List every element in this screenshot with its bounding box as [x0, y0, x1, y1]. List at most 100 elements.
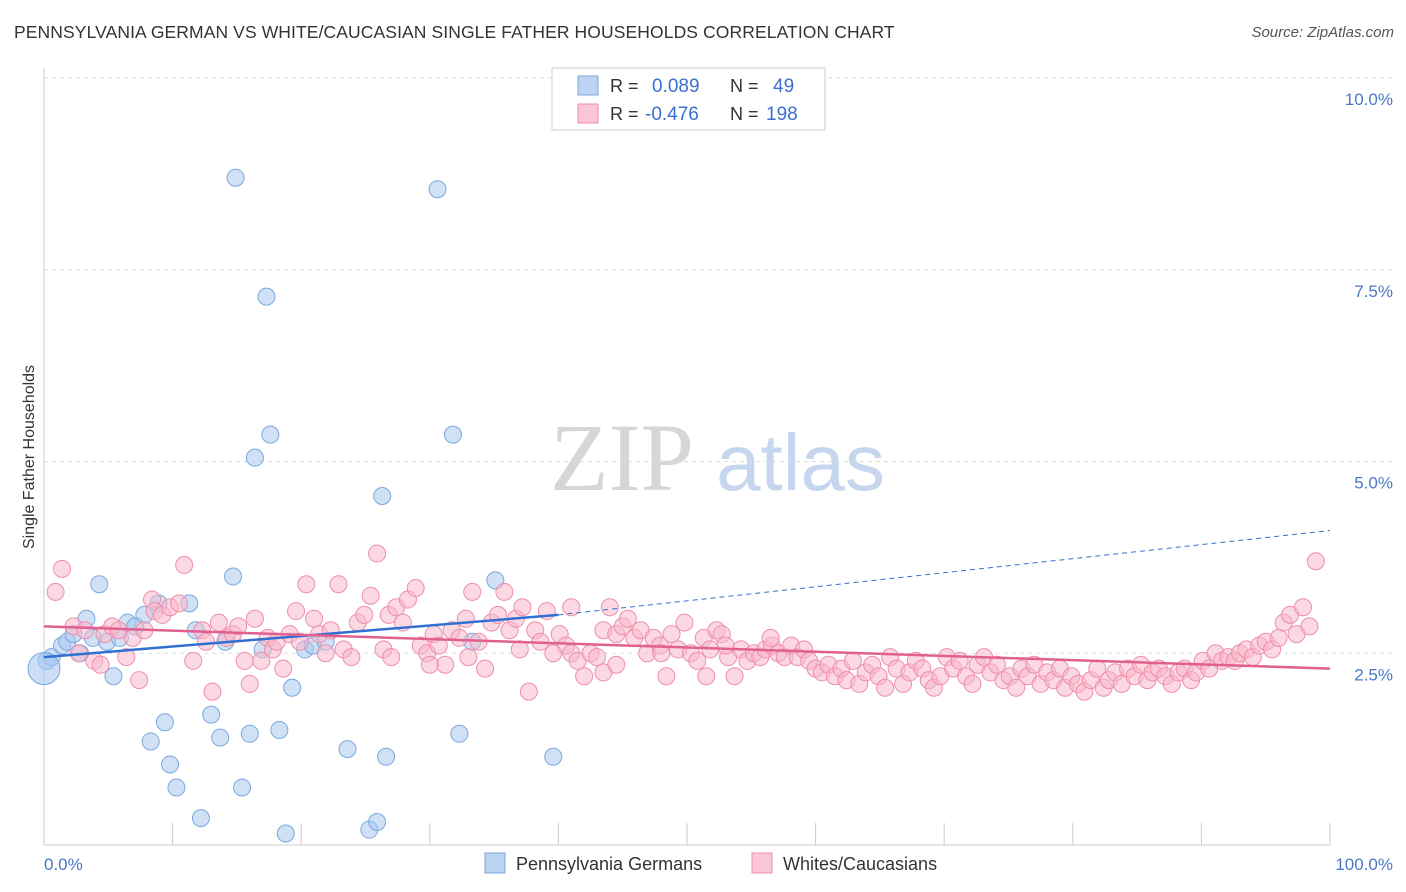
- pennsylvania-germans-point-8: [90, 575, 109, 594]
- whites-caucasians-point-56: [406, 579, 425, 598]
- whites-caucasians-point-18: [170, 594, 189, 613]
- pennsylvania-germans-point-47: [450, 724, 469, 743]
- stats-n-value-blue: 49: [773, 76, 794, 97]
- whites-caucasians-point-149: [987, 655, 1006, 674]
- whites-caucasians-point-46: [342, 648, 361, 667]
- watermark-zip: ZIP: [550, 404, 694, 511]
- whites-caucasians-point-97: [662, 625, 681, 644]
- whites-caucasians-point-31: [252, 651, 271, 670]
- whites-caucasians-point-44: [329, 575, 348, 594]
- stats-r-value-pink: -0.476: [645, 104, 699, 125]
- pennsylvania-germans-point-35: [276, 824, 295, 843]
- whites-caucasians-point-131: [876, 678, 895, 697]
- pennsylvania-germans-point-27: [233, 778, 252, 797]
- whites-caucasians-point-101: [688, 651, 707, 670]
- whites-caucasians-point-209: [697, 667, 716, 686]
- chart-title: PENNSYLVANIA GERMAN VS WHITE/CAUCASIAN S…: [14, 22, 895, 42]
- pennsylvania-germans-point-17: [155, 713, 174, 732]
- whites-caucasians-point-73: [513, 598, 532, 617]
- legend-swatch-pennsylvania-germans: [484, 852, 506, 874]
- stats-r-label-pink: R =: [610, 104, 639, 124]
- pennsylvania-germans-point-18: [161, 755, 180, 774]
- pennsylvania-germans-point-44: [377, 747, 396, 766]
- pennsylvania-germans-point-33: [261, 425, 280, 444]
- pennsylvania-germans-point-46: [443, 425, 462, 444]
- whites-caucasians-point-96: [657, 667, 676, 686]
- whites-caucasians-point-6: [91, 655, 110, 674]
- trendline-whites-caucasians: [43, 625, 1331, 670]
- whites-caucasians-point-30: [245, 609, 264, 628]
- whites-caucasians-point-64: [456, 609, 475, 628]
- whites-caucasians-point-145: [963, 674, 982, 693]
- legend-swatch-whites-caucasians: [751, 852, 773, 874]
- stats-n-value-pink: 198: [766, 104, 798, 125]
- whites-caucasians-point-74: [519, 682, 538, 701]
- y-tick-label-0: 2.5%: [1354, 665, 1393, 684]
- pennsylvania-germans-point-40: [338, 740, 357, 759]
- gridlines: [44, 77, 1393, 654]
- whites-caucasians-point-28: [235, 651, 254, 670]
- whites-caucasians-point-24: [209, 613, 228, 632]
- whites-caucasians-point-200: [1306, 552, 1325, 571]
- whites-caucasians-point-207: [607, 655, 626, 674]
- whites-caucasians-point-12: [130, 671, 149, 690]
- whites-caucasians-point-143: [950, 651, 969, 670]
- whites-caucasians-point-1: [53, 559, 72, 578]
- whites-caucasians-point-83: [575, 667, 594, 686]
- stats-n-label-blue: N =: [730, 76, 759, 96]
- stats-r-label-blue: R =: [610, 76, 639, 96]
- pennsylvania-germans-point-23: [202, 705, 221, 724]
- whites-caucasians-point-208: [652, 644, 671, 663]
- whites-caucasians-point-107: [725, 667, 744, 686]
- whites-caucasians-point-198: [1293, 598, 1312, 617]
- y-tick-labels: 2.5% 5.0% 7.5% 10.0%: [1345, 90, 1393, 684]
- whites-caucasians-point-63: [450, 628, 469, 647]
- whites-caucasians-point-194: [1269, 628, 1288, 647]
- y-axis-label: Single Father Households: [21, 365, 38, 549]
- whites-caucasians-point-211: [761, 628, 780, 647]
- pennsylvania-germans-point-42: [368, 812, 387, 831]
- whites-caucasians-point-27: [229, 617, 248, 636]
- whites-caucasians-point-60: [429, 636, 448, 655]
- whites-caucasians-point-39: [297, 575, 316, 594]
- whites-caucasians-point-204: [382, 648, 401, 667]
- pennsylvania-germans-point-34: [270, 720, 289, 739]
- whites-caucasians-point-23: [203, 682, 222, 701]
- pennsylvania-germans-point-22: [191, 809, 210, 828]
- stats-legend: R = 0.089 N = 49 R = -0.476 N = 198: [551, 67, 826, 131]
- whites-caucasians-point-29: [240, 674, 259, 693]
- pennsylvania-germans-point-28: [240, 724, 259, 743]
- legend-label-pennsylvania-germans: Pennsylvania Germans: [516, 854, 702, 874]
- whites-caucasians-point-99: [675, 613, 694, 632]
- whites-caucasians-point-42: [316, 644, 335, 663]
- pennsylvania-germans-point-19: [167, 778, 186, 797]
- whites-caucasians-point-67: [476, 659, 495, 678]
- chart-source: Source: ZipAtlas.com: [1251, 24, 1394, 41]
- whites-caucasians-point-4: [76, 621, 95, 640]
- pennsylvania-germans-point-large: [27, 652, 61, 686]
- y-tick-label-1: 5.0%: [1354, 474, 1393, 493]
- x-ticks: [43, 823, 1331, 845]
- series-legend: Pennsylvania Germans Whites/Caucasians: [484, 852, 937, 874]
- whites-caucasians-point-49: [361, 586, 380, 605]
- whites-caucasians-point-87: [600, 598, 619, 617]
- whites-caucasians-point-10: [117, 648, 136, 667]
- whites-caucasians-point-85: [587, 648, 606, 667]
- pennsylvania-germans-point-24: [211, 728, 230, 747]
- whites-caucasians-point-206: [459, 648, 478, 667]
- whites-caucasians-point-22: [197, 632, 216, 651]
- whites-caucasians-point-70: [495, 582, 514, 601]
- y-tick-label-2: 7.5%: [1354, 282, 1393, 301]
- whites-caucasians-point-90: [618, 609, 637, 628]
- whites-caucasians-point-203: [510, 640, 529, 659]
- legend-label-whites-caucasians: Whites/Caucasians: [783, 854, 937, 874]
- pennsylvania-germans-point-43: [373, 487, 392, 506]
- whites-caucasians-point-35: [274, 659, 293, 678]
- whites-caucasians-point-19: [175, 556, 194, 575]
- whites-caucasians-point-152: [1007, 678, 1026, 697]
- stats-n-label-pink: N =: [730, 104, 759, 124]
- whites-caucasians-point-210: [716, 636, 735, 655]
- pennsylvania-germans-point-29: [226, 168, 245, 187]
- pennsylvania-germans-point-45: [428, 180, 447, 199]
